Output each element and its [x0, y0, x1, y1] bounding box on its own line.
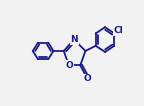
Text: N: N: [70, 35, 78, 44]
Text: O: O: [84, 74, 91, 83]
Text: Cl: Cl: [114, 26, 123, 35]
Text: O: O: [65, 61, 73, 70]
